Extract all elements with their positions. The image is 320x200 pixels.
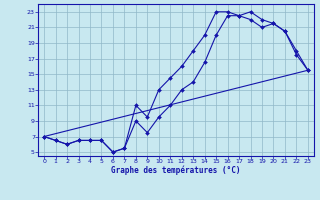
X-axis label: Graphe des températures (°C): Graphe des températures (°C) (111, 166, 241, 175)
